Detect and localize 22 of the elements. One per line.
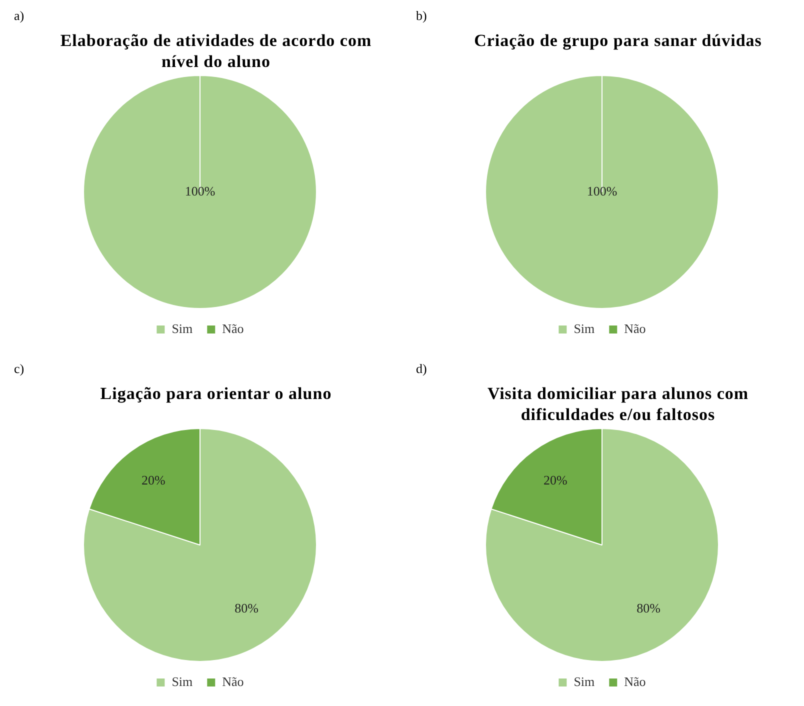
text: d) (416, 361, 427, 377)
chart-title: Elaboração de atividades de acordo com nível do aluno (59, 30, 373, 72)
data-label: 20% (142, 472, 166, 488)
legend-label: Não (222, 320, 244, 336)
chart-title: Visita domiciliar para alunos com dificuldades e/ou faltosos (486, 383, 750, 425)
chart-title: Criação de grupo para sanar dúvidas (473, 30, 763, 51)
legend-label: Não (624, 674, 646, 689)
chart-title: Ligação para orientar o aluno (99, 383, 333, 404)
data-label: 100% (184, 183, 216, 198)
data-label: 20% (544, 472, 568, 488)
legend-label: Sim (172, 320, 193, 336)
text: a) (14, 8, 24, 24)
legend-label: Sim (172, 674, 193, 689)
legend-label: Não (624, 320, 646, 336)
data-label: 80% (636, 600, 661, 616)
legend-label: Não (222, 674, 244, 689)
legend-label: Sim (574, 674, 595, 689)
text: b) (416, 8, 427, 24)
data-label: 100% (586, 183, 618, 198)
legend-label: Sim (574, 320, 595, 336)
data-label: 80% (234, 600, 259, 616)
text: c) (14, 361, 24, 377)
